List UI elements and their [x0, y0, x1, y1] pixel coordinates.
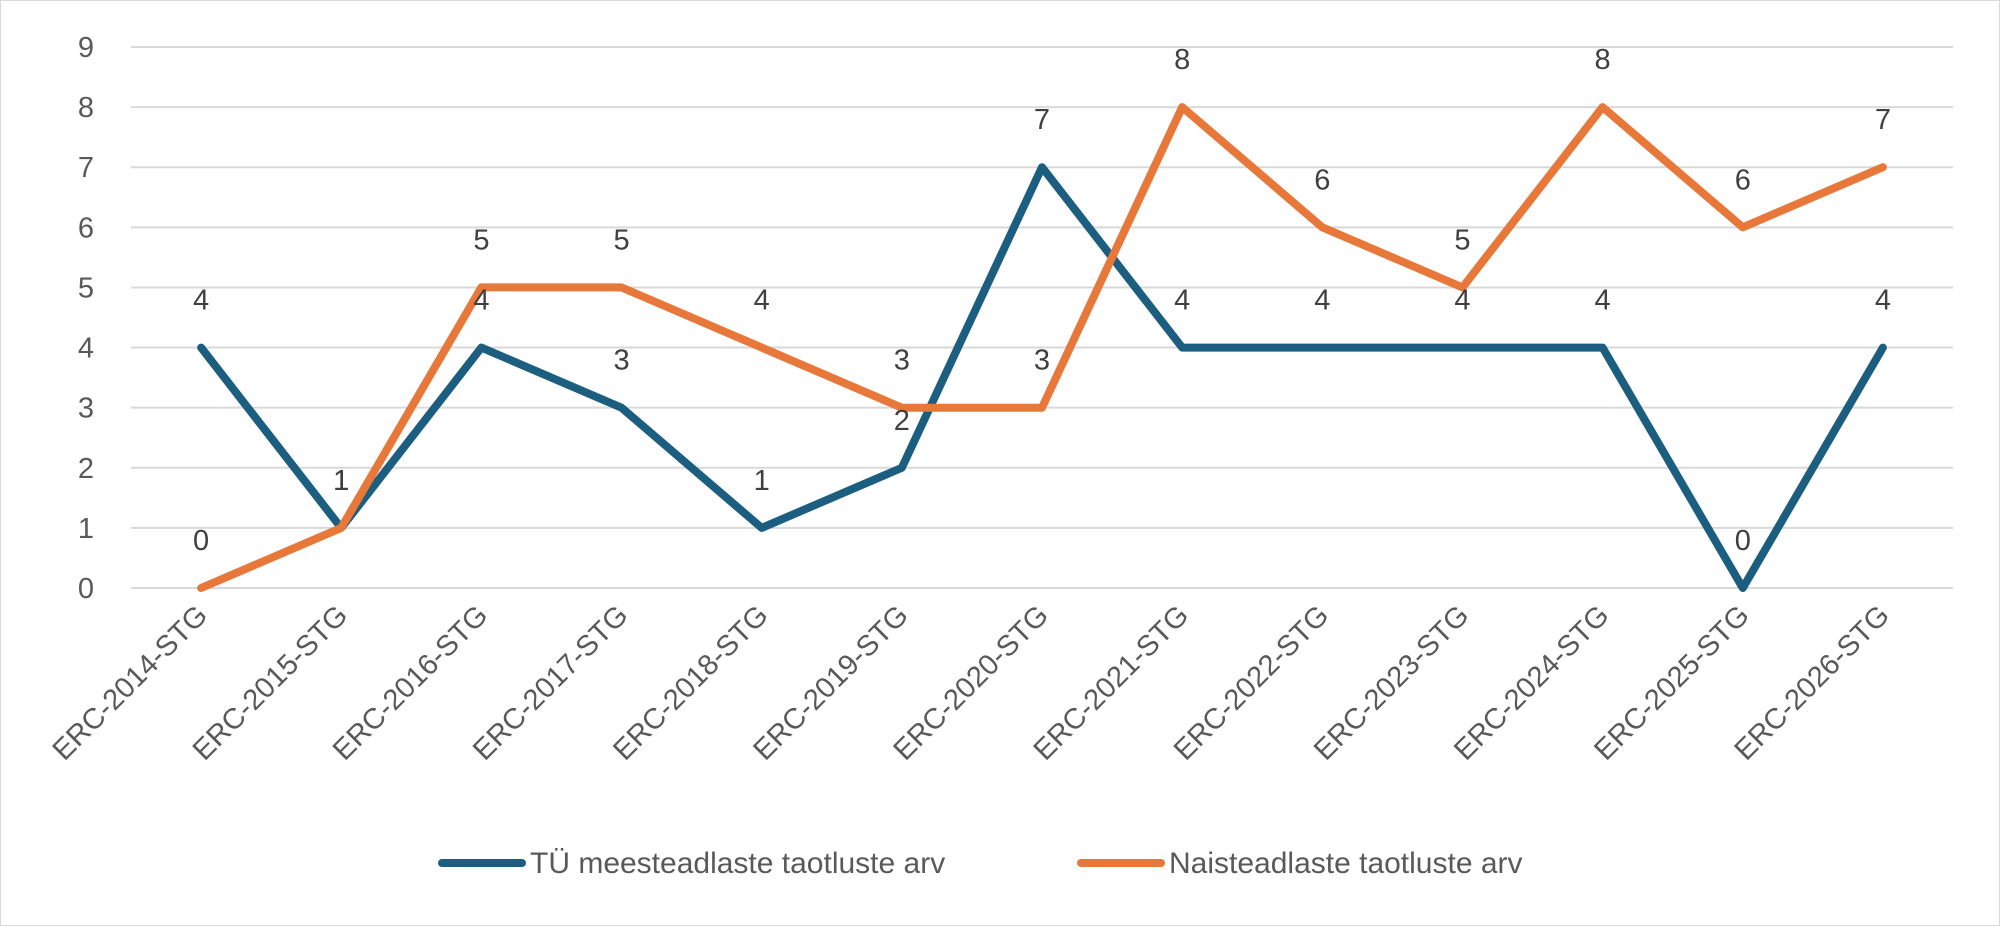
data-label-s1-ERC-2019-STG: 2	[894, 405, 910, 437]
data-label-s1-ERC-2017-STG: 3	[613, 345, 629, 377]
data-label-s2-ERC-2022-STG: 6	[1314, 164, 1330, 196]
y-tick-label-3: 3	[78, 393, 94, 425]
legend-label-1: TÜ meesteadlaste taotluste arv	[530, 847, 945, 880]
data-label-s2-ERC-2019-STG: 3	[894, 345, 910, 377]
data-label-s1-ERC-2016-STG: 4	[473, 285, 489, 317]
data-label-s2-ERC-2015-STG: 1	[333, 465, 349, 497]
data-label-s1-ERC-2020-STG: 7	[1034, 104, 1050, 136]
data-label-s1-ERC-2014-STG: 4	[193, 285, 209, 317]
legend-label-2: Naisteadlaste taotluste arv	[1169, 847, 1523, 880]
data-label-s2-ERC-2018-STG: 4	[754, 285, 770, 317]
data-label-s1-ERC-2023-STG: 4	[1454, 285, 1470, 317]
data-label-s1-ERC-2021-STG: 4	[1174, 285, 1190, 317]
data-label-s2-ERC-2021-STG: 8	[1174, 44, 1190, 76]
x-tick-label-ERC-2026-STG: ERC-2026-STG	[1729, 599, 1896, 766]
data-label-s1-ERC-2015-STG: 1	[333, 465, 349, 497]
y-tick-label-1: 1	[78, 513, 94, 545]
series-line-1	[197, 163, 1887, 592]
data-label-s2-ERC-2020-STG: 3	[1034, 345, 1050, 377]
y-tick-label-6: 6	[78, 212, 94, 244]
data-label-s2-ERC-2014-STG: 0	[193, 525, 209, 557]
x-axis-tick-labels: ERC-2014-STGERC-2015-STGERC-2016-STGERC-…	[47, 599, 1896, 766]
y-tick-label-0: 0	[78, 573, 94, 605]
data-label-s2-ERC-2017-STG: 5	[613, 224, 629, 256]
y-tick-label-4: 4	[78, 333, 94, 365]
data-label-s2-ERC-2026-STG: 7	[1875, 104, 1891, 136]
legend: TÜ meesteadlaste taotluste arv Naisteadla…	[438, 847, 1523, 880]
y-axis-tick-labels: 0 1 2 3 4 5 6 7 8 9	[78, 32, 94, 605]
series-lines	[197, 103, 1887, 592]
y-tick-label-2: 2	[78, 453, 94, 485]
y-tick-label-5: 5	[78, 272, 94, 304]
data-label-s2-ERC-2024-STG: 8	[1595, 44, 1611, 76]
series-line-2	[197, 103, 1887, 592]
data-label-s2-ERC-2023-STG: 5	[1454, 224, 1470, 256]
data-label-s1-ERC-2018-STG: 1	[754, 465, 770, 497]
data-label-s1-ERC-2024-STG: 4	[1595, 285, 1611, 317]
data-label-s1-ERC-2025-STG: 0	[1735, 525, 1751, 557]
y-tick-label-8: 8	[78, 92, 94, 124]
y-tick-label-9: 9	[78, 32, 94, 64]
data-label-s2-ERC-2025-STG: 6	[1735, 164, 1751, 196]
y-tick-label-7: 7	[78, 152, 94, 184]
data-label-s2-ERC-2016-STG: 5	[473, 224, 489, 256]
data-label-s1-ERC-2026-STG: 4	[1875, 285, 1891, 317]
data-label-s1-ERC-2022-STG: 4	[1314, 285, 1330, 317]
